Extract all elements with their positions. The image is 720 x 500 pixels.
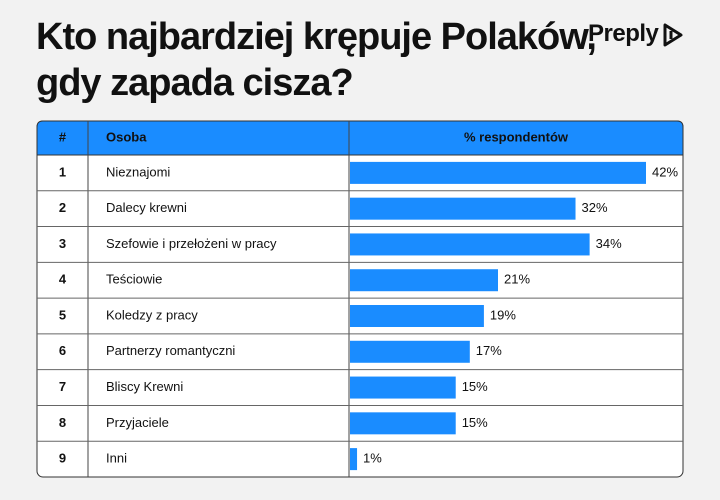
value-label: 15%	[462, 415, 488, 430]
category-label: Inni	[106, 451, 127, 466]
table-header	[36, 120, 684, 156]
category-label: Koledzy z pracy	[106, 307, 198, 322]
rank: 2	[59, 200, 66, 215]
bar	[350, 448, 358, 471]
bar	[350, 269, 498, 292]
rank: 8	[59, 415, 66, 430]
bar	[350, 340, 470, 363]
category-label: Szefowie i przełożeni w pracy	[106, 236, 277, 251]
rank: 7	[59, 379, 66, 394]
bar	[350, 197, 576, 220]
category-label: Bliscy Krewni	[106, 379, 183, 394]
brand: Preply	[588, 20, 659, 47]
value-label: 21%	[504, 272, 530, 287]
bar	[350, 412, 456, 435]
bar	[350, 376, 456, 399]
category-label: Przyjaciele	[106, 415, 169, 430]
value-label: 1%	[363, 451, 382, 466]
category-label: Nieznajomi	[106, 164, 170, 179]
category-label: Teściowie	[106, 272, 162, 287]
rank: 5	[59, 307, 66, 322]
value-label: 34%	[596, 236, 622, 251]
column-header: Osoba	[106, 129, 147, 144]
value-label: 17%	[476, 343, 502, 358]
rank: 1	[59, 164, 66, 179]
chart-title: Kto najbardziej krępuje Polaków, gdy zap…	[36, 16, 597, 104]
value-label: 15%	[462, 379, 488, 394]
bar	[350, 233, 590, 256]
brand-logo	[663, 23, 683, 47]
rank: 3	[59, 236, 66, 251]
category-label: Partnerzy romantyczni	[106, 343, 235, 358]
column-header: #	[59, 129, 67, 144]
column-header: % respondentów	[464, 129, 569, 144]
rank: 9	[59, 451, 66, 466]
rank: 4	[59, 272, 67, 287]
value-label: 42%	[652, 164, 678, 179]
category-label: Dalecy krewni	[106, 200, 187, 215]
value-label: 32%	[582, 200, 608, 215]
bar	[350, 305, 484, 327]
bar	[350, 161, 646, 184]
value-label: 19%	[490, 307, 516, 322]
rank: 6	[59, 343, 66, 358]
